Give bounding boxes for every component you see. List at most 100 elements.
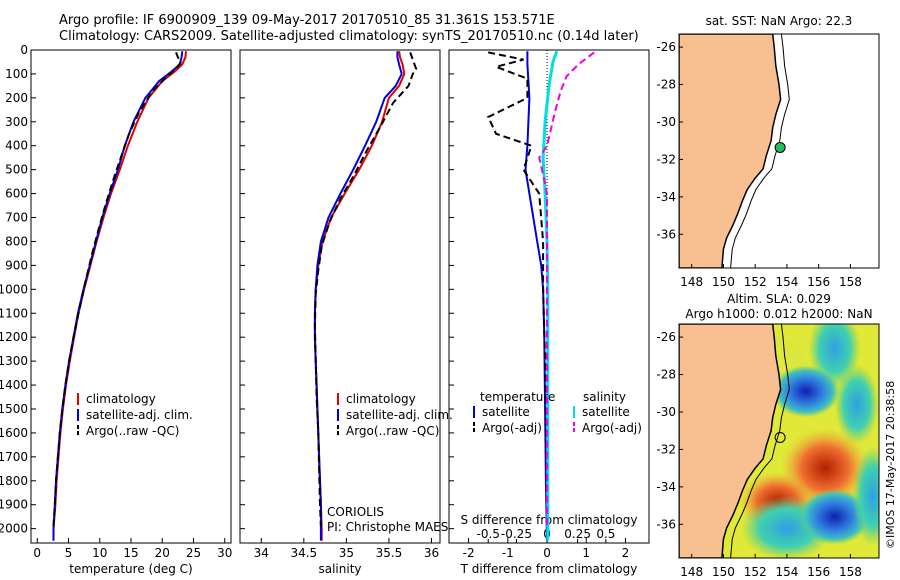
depth-tick-label: 200 — [5, 91, 28, 105]
legend-s-argo-label: Argo(-adj) — [582, 421, 642, 435]
series-salinity-satellite — [541, 50, 559, 541]
lat-tick-label: -28 — [656, 78, 676, 92]
series-satellite-adj-clim- — [313, 51, 403, 541]
lon-tick-label: 148 — [680, 565, 703, 579]
lat-tick-label: -26 — [656, 40, 676, 54]
x-axis-label: temperature (deg C) — [69, 562, 192, 576]
x-tick-label: 0 — [33, 546, 41, 560]
panel-salinity: 34 34.5 35 35.5 36 salinity climatology satelli… — [239, 49, 453, 576]
depth-tick-label: 0 — [20, 43, 28, 57]
lat-tick-label: -30 — [656, 405, 676, 419]
map-content — [679, 34, 790, 268]
x-tick-label: 35 — [339, 546, 354, 560]
map-frame — [678, 323, 880, 559]
legend-salinity-header: salinity — [583, 390, 626, 404]
x-tick-label: 30 — [217, 546, 232, 560]
lon-tick-label: 158 — [839, 565, 862, 579]
x-tick-label: 0 — [543, 546, 551, 560]
depth-tick-label: 900 — [5, 258, 28, 272]
legend-item-label: Argo(..raw -QC) — [346, 424, 439, 438]
sla-title-line2: Argo h1000: 0.012 h2000: NaN — [685, 307, 872, 321]
s-tick-label: -0.5 — [477, 527, 500, 541]
series-argo-raw-qc- — [313, 52, 418, 527]
x-tick-label: 2 — [622, 546, 630, 560]
x-axis-label: T difference from climatology — [460, 562, 638, 576]
depth-tick-label: 1900 — [0, 498, 28, 512]
sla-title-line1: Altim. SLA: 0.029 — [727, 292, 831, 306]
depth-tick-label: 300 — [5, 115, 28, 129]
depth-axis: 0 100 200 300 400 500 600 700 800 900 1000 1100 1200… — [0, 43, 28, 536]
series-climatology — [313, 51, 406, 541]
lon-tick-label: 150 — [712, 275, 735, 289]
legend-item-label: Argo(..raw -QC) — [86, 424, 179, 438]
x-axis-label: salinity — [318, 562, 361, 576]
sla-map: -26 -28 -30 -32 -34 -36 148 150 152 154 156 158 Alti… — [656, 292, 880, 579]
legend-s-satellite-label: satellite — [582, 405, 630, 419]
lon-tick-label: 152 — [744, 275, 767, 289]
shelf-contour — [730, 34, 790, 268]
lat-tick-label: -34 — [656, 480, 676, 494]
panel-frame — [448, 49, 650, 544]
float-position-marker — [774, 141, 786, 153]
depth-tick-label: 1500 — [0, 402, 28, 416]
lat-tick-label: -32 — [656, 152, 676, 166]
depth-tick-label: 1200 — [0, 330, 28, 344]
depth-tick-label: 1000 — [0, 282, 28, 296]
depth-tick-label: 1600 — [0, 426, 28, 440]
sst-title: sat. SST: NaN Argo: 22.3 — [706, 14, 853, 28]
x-tick-label: -1 — [502, 546, 514, 560]
legend-item-label: satellite-adj. clim. — [86, 408, 193, 422]
x-tick-label: 34.5 — [290, 546, 317, 560]
series-satellite-adj-clim- — [52, 51, 184, 541]
depth-tick-label: 100 — [5, 67, 28, 81]
x-tick-label: 20 — [155, 546, 170, 560]
map-content — [679, 324, 879, 558]
lon-tick-label: 148 — [680, 275, 703, 289]
sla-anomaly — [852, 446, 879, 547]
lon-tick-label: 154 — [775, 275, 798, 289]
depth-tick-label: 600 — [5, 187, 28, 201]
legend-item-label: climatology — [346, 392, 416, 406]
panel-temperature: 0 5 10 15 20 25 30 temperature (deg C) climatolo… — [30, 49, 232, 576]
float-position-marker — [774, 431, 786, 443]
x-tick-label: 1 — [582, 546, 590, 560]
lat-tick-label: -34 — [656, 190, 676, 204]
lon-tick-label: 150 — [712, 565, 735, 579]
depth-tick-label: 1700 — [0, 450, 28, 464]
lat-tick-label: -28 — [656, 368, 676, 382]
land-mass — [679, 324, 782, 558]
figure-title-line2: Climatology: CARS2009. Satellite-adjuste… — [59, 29, 639, 44]
pi-label: PI: Christophe MAES — [327, 520, 448, 534]
timestamp-label: ©IMOS 17-May-2017 20:38:58 — [884, 381, 897, 549]
sla-anomaly — [798, 488, 871, 545]
x-tick-label: 35.5 — [376, 546, 403, 560]
source-label: CORIOLIS — [327, 505, 384, 519]
x-tick-label: 15 — [123, 546, 138, 560]
s-tick-label: 0.25 — [564, 527, 591, 541]
map-frame — [678, 33, 880, 269]
shelf-contour — [730, 324, 790, 558]
s-tick-label: -0.25 — [501, 527, 532, 541]
lat-tick-label: -26 — [656, 330, 676, 344]
x-tick-label: 25 — [186, 546, 201, 560]
depth-tick-label: 1300 — [0, 354, 28, 368]
panel-frame — [30, 49, 232, 544]
x-tick-label: 36 — [424, 546, 439, 560]
s-tick-label: 0.5 — [596, 527, 615, 541]
lat-tick-label: -30 — [656, 115, 676, 129]
sla-anomaly — [771, 365, 840, 418]
figure-title-line1: Argo profile: IF 6900909_139 09-May-2017… — [59, 13, 555, 28]
legend-item-label: satellite-adj. clim. — [346, 408, 453, 422]
lon-tick-label: 154 — [775, 565, 798, 579]
depth-tick-label: 500 — [5, 163, 28, 177]
x-tick-label: 10 — [92, 546, 107, 560]
legend-t-argo-label: Argo(-adj) — [482, 421, 542, 435]
sst-map: -26 -28 -30 -32 -34 -36 148 150 152 154 156 158 sat.… — [656, 14, 880, 289]
legend-temperature-header: temperature — [480, 390, 555, 404]
lat-tick-label: -36 — [656, 517, 676, 531]
land-mass — [679, 34, 782, 268]
panel-frame — [239, 49, 441, 544]
series-climatology — [52, 51, 187, 541]
x-tick-label: -2 — [463, 546, 475, 560]
